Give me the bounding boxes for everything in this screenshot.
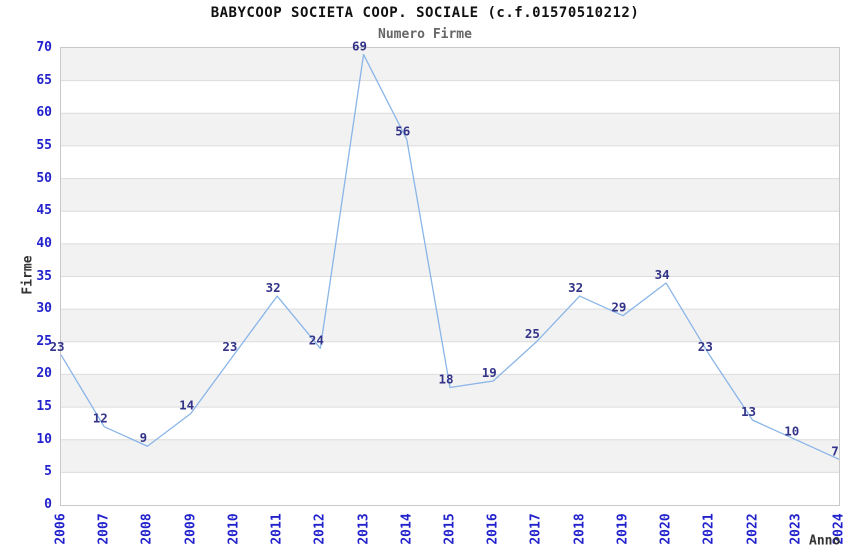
data-label: 18 <box>438 371 453 386</box>
y-tick-label: 60 <box>36 105 52 121</box>
data-label: 56 <box>395 123 410 138</box>
data-label: 19 <box>482 365 497 380</box>
data-label: 14 <box>179 398 194 413</box>
line-chart-canvas: 23 12 9 14 23 32 24 69 56 18 19 25 32 29 34 23 13 10 7 <box>49 39 840 505</box>
data-line <box>60 53 840 460</box>
data-label: 13 <box>741 404 756 419</box>
x-tick-label: 2017 <box>528 513 544 545</box>
y-tick-label: 25 <box>36 333 52 349</box>
grid-band <box>61 439 839 473</box>
y-tick-label: 35 <box>36 268 52 284</box>
y-tick-label: 30 <box>36 301 52 317</box>
data-label: 10 <box>784 424 799 439</box>
y-tick-label: 40 <box>36 235 52 251</box>
y-tick-label: 10 <box>36 431 52 447</box>
x-tick-label: 2021 <box>701 513 717 545</box>
y-tick-label: 15 <box>36 399 52 415</box>
data-label: 32 <box>568 280 583 295</box>
x-tick-label: 2022 <box>745 513 761 545</box>
x-tick-label: 2013 <box>356 513 372 545</box>
x-tick-label: 2018 <box>572 513 588 545</box>
y-axis-title: Firme <box>20 255 36 295</box>
grid-band <box>61 374 839 408</box>
grid-band <box>61 113 839 146</box>
data-label: 34 <box>655 267 670 282</box>
chart-title: BABYCOOP SOCIETA COOP. SOCIALE (c.f.0157… <box>210 5 640 21</box>
data-label: 23 <box>49 339 64 354</box>
x-tick-label: 2010 <box>226 513 242 545</box>
y-tick-label: 65 <box>36 72 52 88</box>
x-tick-label: 2007 <box>96 513 112 545</box>
x-tick-label: 2014 <box>399 513 415 545</box>
data-label: 23 <box>222 339 237 354</box>
grid-band <box>61 341 839 375</box>
x-tick-label: 2023 <box>788 513 804 545</box>
x-tick-label: 2009 <box>183 513 199 545</box>
grid-band <box>61 309 839 342</box>
x-tick-label: 2012 <box>312 513 328 545</box>
grid-band <box>61 48 839 81</box>
data-label: 32 <box>266 280 281 295</box>
y-tick-label: 55 <box>36 137 52 153</box>
data-label: 69 <box>352 39 367 54</box>
data-label: 29 <box>611 300 626 315</box>
y-tick-label: 45 <box>36 203 52 219</box>
y-tick-label: 70 <box>36 40 52 55</box>
data-label: 9 <box>140 430 148 445</box>
grid-band <box>61 211 839 244</box>
x-tick-label: 2006 <box>53 513 69 545</box>
x-tick-label: 2008 <box>139 513 155 545</box>
y-tick-label: 20 <box>36 366 52 382</box>
grid-band <box>61 80 839 114</box>
x-tick-label: 2015 <box>442 513 458 545</box>
x-axis-title: Anno <box>809 533 841 549</box>
x-tick-label: 2011 <box>269 513 285 545</box>
x-tick-label: 2019 <box>615 513 631 545</box>
grid-band <box>61 145 839 179</box>
grid-band <box>61 276 839 310</box>
data-label: 24 <box>309 332 324 347</box>
y-tick-label: 50 <box>36 170 52 186</box>
y-tick-label: 5 <box>44 464 52 480</box>
chart-subtitle: Numero Firme <box>378 27 472 42</box>
y-tick-label: 0 <box>44 497 52 512</box>
grid-band <box>61 243 839 277</box>
data-label: 23 <box>698 339 713 354</box>
data-label: 7 <box>831 443 839 458</box>
data-label: 25 <box>525 326 540 341</box>
data-label: 12 <box>93 411 108 426</box>
grid-band <box>61 472 839 505</box>
x-tick-label: 2020 <box>658 513 674 545</box>
grid-band <box>61 178 839 212</box>
x-tick-label: 2016 <box>485 513 501 545</box>
